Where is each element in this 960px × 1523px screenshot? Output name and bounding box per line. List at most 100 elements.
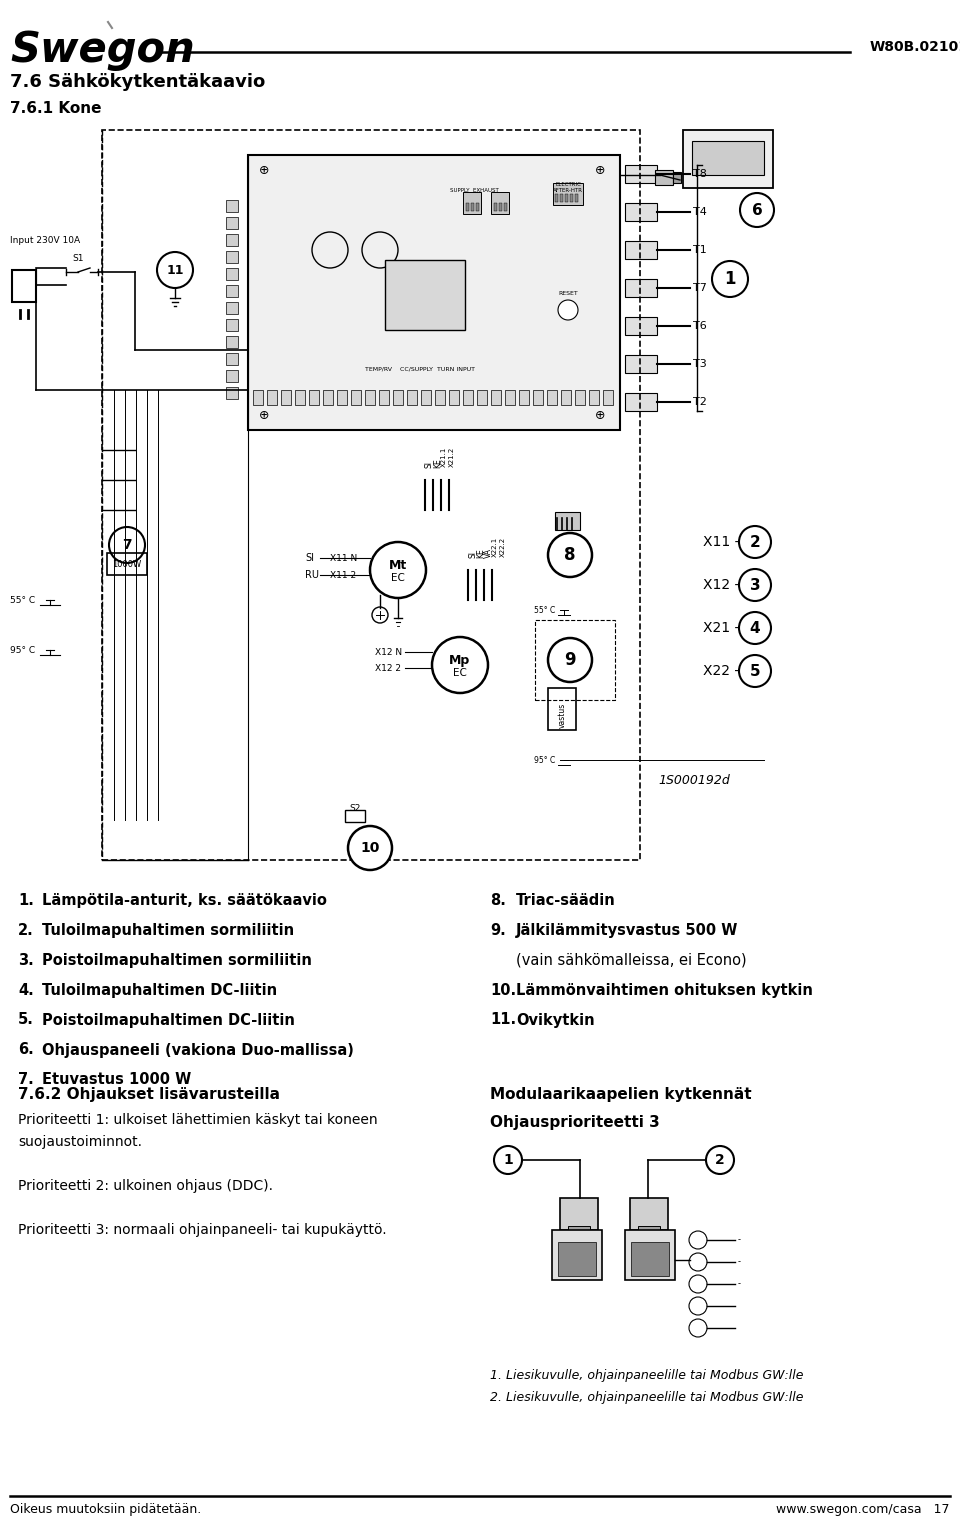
Text: 4.: 4. [18,982,34,998]
Text: X12 N: X12 N [375,647,402,656]
Bar [463,192,481,215]
Text: X12 2: X12 2 [375,664,401,673]
Text: 95° C: 95° C [534,755,555,765]
Text: X21.2: X21.2 [449,446,455,468]
Circle shape [370,542,426,599]
Text: Tuloilmapuhaltimen sormiliitin: Tuloilmapuhaltimen sormiliitin [42,923,294,938]
Text: 9: 9 [564,650,576,669]
Text: Triac-säädin: Triac-säädin [516,892,615,908]
Text: T4: T4 [693,207,707,216]
Bar [295,390,305,405]
Bar [337,390,347,405]
Bar [625,241,657,259]
Text: EC: EC [391,573,405,583]
Bar [548,688,576,730]
Text: SI: SI [305,553,314,564]
Text: W80B.021014: W80B.021014 [870,40,960,53]
Text: Prioriteetti 2: ulkoinen ohjaus (DDC).: Prioriteetti 2: ulkoinen ohjaus (DDC). [18,1179,273,1193]
Text: SI: SI [425,461,434,468]
Text: 10: 10 [360,841,380,854]
Text: RESET: RESET [558,291,578,295]
Text: ELECTRIC
AFTER-HTR: ELECTRIC AFTER-HTR [553,183,583,193]
Text: X22.1: X22.1 [492,536,498,557]
Text: 7.: 7. [18,1072,34,1087]
Text: 7.6.2 Ohjaukset lisävarusteilla: 7.6.2 Ohjaukset lisävarusteilla [18,1087,280,1103]
Text: Mp: Mp [449,653,470,667]
Text: Prioriteetti 3: normaali ohjainpaneeli- tai kupukäyttö.: Prioriteetti 3: normaali ohjainpaneeli- … [18,1223,387,1237]
Text: SI: SI [468,551,477,557]
Text: Poistoilmapuhaltimen sormiliitin: Poistoilmapuhaltimen sormiliitin [42,952,312,967]
Bar [253,390,263,405]
Bar [552,1231,602,1279]
Circle shape [689,1231,707,1249]
Bar [570,193,573,203]
Text: EC: EC [453,669,467,678]
Circle shape [558,300,578,320]
Bar [519,390,529,405]
Text: 9.: 9. [490,923,506,938]
Bar [683,129,773,187]
Bar [565,193,568,203]
Bar [555,193,558,203]
Text: 8.: 8. [490,892,506,908]
Bar [226,318,238,330]
Text: 7.6 Sähkökytkentäkaavio: 7.6 Sähkökytkentäkaavio [10,73,265,91]
Bar [491,390,501,405]
Text: 1S000192d: 1S000192d [659,774,730,786]
Bar [533,390,543,405]
Circle shape [494,1145,522,1174]
Bar [625,203,657,221]
Bar [393,390,403,405]
Bar [226,337,238,347]
Bar [226,302,238,314]
Text: Tuloilmapuhaltimen DC-liitin: Tuloilmapuhaltimen DC-liitin [42,982,277,998]
Bar [655,171,673,184]
Text: Swegon: Swegon [10,29,195,72]
Circle shape [706,1145,734,1174]
Bar [471,203,474,212]
Text: KE: KE [433,458,442,468]
Text: KE: KE [476,548,485,557]
Bar [568,1226,590,1238]
Bar [323,390,333,405]
Text: 3: 3 [750,577,760,592]
Bar [385,260,465,330]
Circle shape [739,655,771,687]
Bar [351,390,361,405]
Bar [625,279,657,297]
Text: Lämmönvaihtimen ohituksen kytkin: Lämmönvaihtimen ohituksen kytkin [516,982,813,998]
Text: 1000W: 1000W [112,559,142,568]
Text: 95° C: 95° C [10,646,36,655]
Text: ⊕: ⊕ [595,408,605,422]
Text: www.swegon.com/casa   17: www.swegon.com/casa 17 [777,1503,950,1517]
Bar [226,251,238,263]
Bar [589,390,599,405]
Text: VA: VA [484,548,493,557]
Bar [407,390,417,405]
Bar [547,390,557,405]
Circle shape [689,1319,707,1337]
Circle shape [689,1275,707,1293]
Text: 2: 2 [715,1153,725,1167]
Bar [107,553,147,576]
Bar [638,1226,660,1238]
Text: 55° C: 55° C [10,595,36,605]
Bar [625,164,657,183]
Text: 1. Liesikuvulle, ohjainpaneelille tai Modbus GW:lle: 1. Liesikuvulle, ohjainpaneelille tai Mo… [490,1369,804,1381]
Circle shape [432,637,488,693]
Text: ⊕: ⊕ [259,408,269,422]
Bar [226,353,238,366]
Text: Jälkilämmitysvastus 500 W: Jälkilämmitysvastus 500 W [516,923,738,938]
Text: Modulaarikaapelien kytkennät: Modulaarikaapelien kytkennät [490,1087,752,1103]
Text: SUPPLY  EXHAUST: SUPPLY EXHAUST [449,187,498,193]
Text: Input 230V 10A: Input 230V 10A [10,236,80,245]
Text: 1: 1 [503,1153,513,1167]
Bar [499,203,502,212]
Text: vastus: vastus [558,702,566,728]
Circle shape [548,533,592,577]
Bar [558,1241,596,1276]
Bar [466,203,469,212]
Text: 1.: 1. [18,892,34,908]
Bar [421,390,431,405]
Bar [625,317,657,335]
